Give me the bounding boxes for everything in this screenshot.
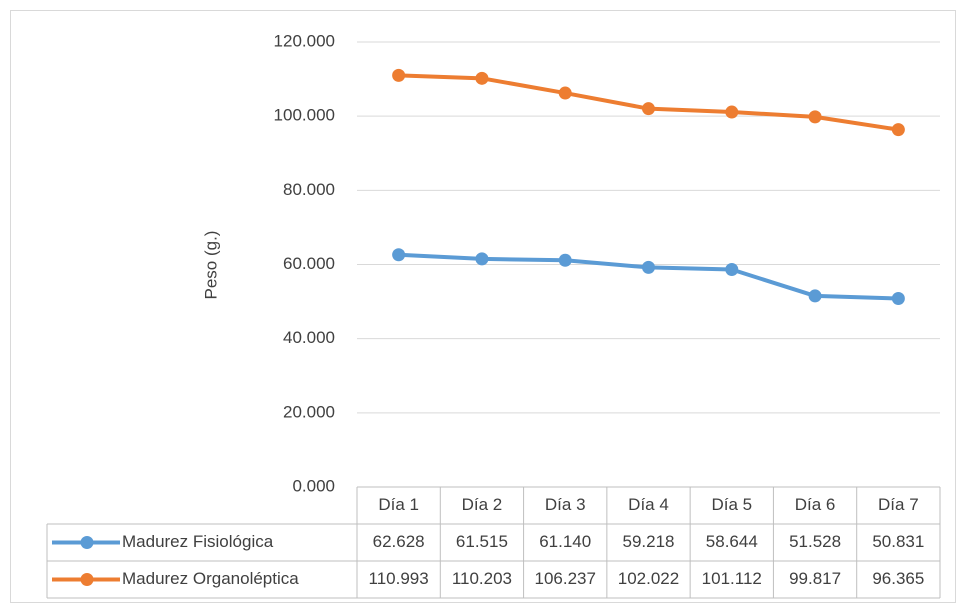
y-tick-label: 40.000 — [283, 328, 335, 347]
table-value: 58.644 — [706, 532, 758, 551]
x-tick-label: Día 1 — [378, 495, 419, 514]
data-point — [642, 102, 655, 116]
table-value: 99.817 — [789, 569, 841, 588]
y-tick-label: 100.000 — [274, 106, 335, 125]
data-point — [392, 248, 406, 262]
table-value: 101.112 — [702, 569, 762, 588]
table-value: 96.365 — [872, 569, 924, 588]
table-value: 110.993 — [369, 569, 429, 588]
table-value: 50.831 — [872, 532, 924, 551]
table-value: 106.237 — [534, 569, 595, 588]
y-tick-label: 0.000 — [292, 476, 335, 495]
data-point — [392, 68, 406, 82]
x-tick-label: Día 7 — [878, 495, 919, 514]
chart-frame — [10, 10, 956, 603]
y-tick-label: 60.000 — [283, 254, 335, 273]
legend-label: Madurez Fisiológica — [122, 532, 274, 551]
y-tick-label: 20.000 — [283, 402, 335, 421]
x-tick-label: Día 4 — [628, 495, 669, 514]
x-tick-label: Día 6 — [795, 495, 836, 514]
table-value: 51.528 — [789, 532, 841, 551]
data-point — [808, 110, 822, 124]
table-value: 61.515 — [456, 532, 508, 551]
table-value: 62.628 — [373, 532, 425, 551]
legend-marker — [80, 536, 94, 549]
table-value: 59.218 — [623, 532, 675, 551]
legend-label: Madurez Organoléptica — [122, 569, 299, 588]
legend-marker — [80, 573, 94, 586]
x-tick-label: Día 5 — [711, 495, 752, 514]
data-point — [558, 86, 572, 100]
data-point — [725, 105, 739, 119]
data-point — [725, 263, 739, 277]
table-value: 61.140 — [539, 532, 591, 551]
table-value: 102.022 — [618, 569, 679, 588]
data-point — [808, 289, 822, 303]
table-value: 110.203 — [452, 569, 512, 588]
data-point — [891, 123, 905, 137]
data-point — [475, 252, 489, 266]
data-point — [891, 292, 905, 306]
x-tick-label: Día 2 — [462, 495, 503, 514]
y-tick-label: 80.000 — [283, 180, 335, 199]
y-tick-label: 120.000 — [274, 31, 335, 50]
x-tick-label: Día 3 — [545, 495, 586, 514]
data-point — [558, 253, 572, 267]
y-axis-label: Peso (g.) — [201, 231, 220, 300]
data-point — [475, 71, 489, 85]
data-point — [642, 260, 655, 274]
